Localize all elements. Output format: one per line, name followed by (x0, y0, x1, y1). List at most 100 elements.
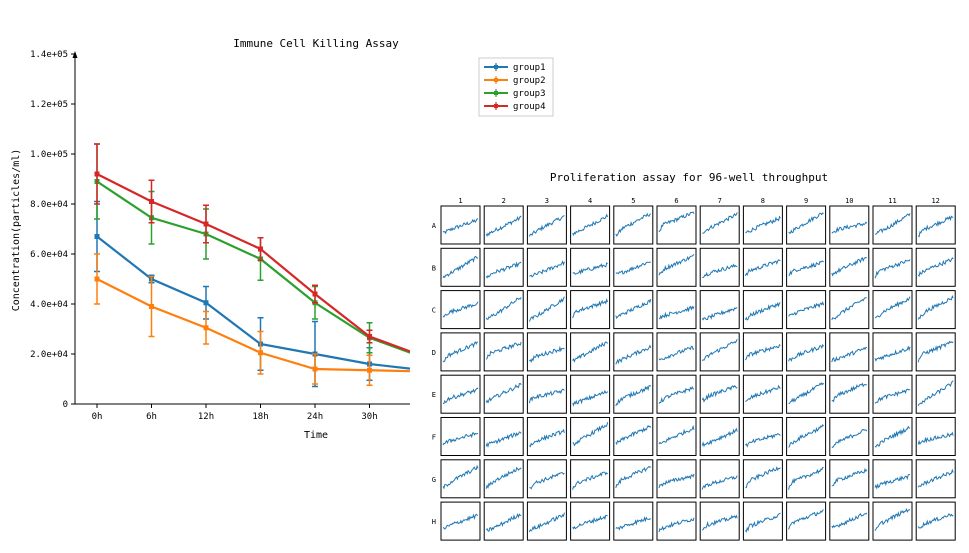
well-plot (699, 247, 740, 287)
well-plot (570, 332, 611, 372)
y-tick-label: 2.0e+04 (30, 350, 68, 360)
data-point (422, 355, 427, 360)
row-label: G (432, 476, 436, 484)
well-plot (526, 247, 567, 287)
well-curve (702, 263, 738, 278)
well-plot (570, 247, 611, 287)
well-curve (442, 218, 479, 235)
x-tick-label: 18h (252, 412, 268, 422)
well-plot (786, 205, 827, 245)
well-curve (615, 424, 652, 446)
well-plot (526, 417, 567, 456)
well-frame (786, 290, 827, 330)
row-label: E (432, 391, 436, 399)
well-plot (656, 290, 697, 330)
well-curve (529, 345, 565, 364)
well-curve (745, 384, 781, 402)
data-point (94, 234, 100, 239)
well-plot (570, 205, 611, 245)
well-curve (874, 425, 911, 448)
y-tick-label: 1.4e+05 (30, 50, 68, 60)
well-plot (829, 417, 870, 456)
well-frame (483, 332, 524, 372)
well-plot (786, 417, 827, 456)
well-frame (742, 332, 783, 372)
well-frame (742, 290, 783, 330)
well-curve (615, 516, 651, 531)
well-plot (613, 290, 654, 330)
x-tick-label: 24h (307, 412, 323, 422)
well-frame (570, 247, 611, 287)
well-plot (699, 332, 740, 372)
well-curve (917, 257, 954, 278)
well-curve (788, 509, 824, 530)
well-plot (440, 205, 481, 245)
well-frame (656, 205, 697, 245)
well-plot (656, 374, 697, 414)
well-frame (613, 247, 654, 287)
well-plot (786, 501, 827, 541)
well-plot (570, 459, 611, 499)
well-plot (699, 501, 740, 541)
legend: group1 group2 group3 group4 (478, 57, 554, 117)
well-plot (483, 459, 524, 499)
data-point (422, 368, 427, 373)
well-curve (485, 261, 522, 279)
well-plot (483, 332, 524, 372)
well-curve (831, 297, 867, 321)
well-plot (915, 205, 956, 245)
well-curve (831, 467, 868, 487)
well-curve (788, 466, 824, 490)
well-frame (570, 290, 611, 330)
x-tick-label: 30h (361, 412, 377, 422)
well-plot (699, 459, 740, 499)
well-plot (829, 459, 870, 499)
well-curve (485, 382, 522, 404)
well-curve (572, 341, 608, 363)
well-curve (744, 343, 781, 361)
well-frame (483, 501, 524, 541)
well-frame (526, 332, 567, 372)
well-frame (786, 332, 827, 372)
well-curve (442, 255, 478, 279)
well-plot (872, 332, 913, 372)
well-frame (915, 247, 956, 287)
data-point (94, 276, 100, 282)
well-plot (699, 417, 740, 456)
well-curve (917, 295, 954, 320)
well-frame (872, 290, 913, 330)
well-curve (572, 389, 609, 407)
well-plot (699, 374, 740, 414)
data-point (312, 366, 318, 372)
well-curve (529, 260, 565, 278)
well-plot (915, 501, 956, 541)
well-frame (483, 247, 524, 287)
legend-label: group1 (513, 63, 546, 73)
x-tick-label: 12h (198, 412, 214, 422)
well-curve (874, 213, 911, 235)
well-plot (915, 374, 956, 414)
well-frame (570, 417, 611, 456)
data-point (258, 246, 263, 252)
well-plot (656, 459, 697, 499)
proliferation-title: Proliferation assay for 96-well throughp… (550, 171, 828, 184)
well-curve (874, 345, 911, 362)
well-frame (786, 501, 827, 541)
well-curve (917, 513, 954, 529)
well-plot (742, 205, 783, 245)
well-frame (613, 417, 654, 456)
well-frame (915, 205, 956, 245)
data-point (203, 221, 209, 227)
data-point (312, 291, 318, 297)
well-curve (745, 215, 781, 234)
well-curve (658, 386, 695, 404)
well-plot (570, 417, 611, 456)
column-label: 2 (502, 197, 506, 205)
row-label: D (432, 349, 436, 357)
well-curve (485, 341, 522, 360)
well-curve (701, 307, 738, 321)
well-curve (831, 221, 868, 234)
well-curve (658, 345, 695, 361)
well-frame (915, 459, 956, 499)
